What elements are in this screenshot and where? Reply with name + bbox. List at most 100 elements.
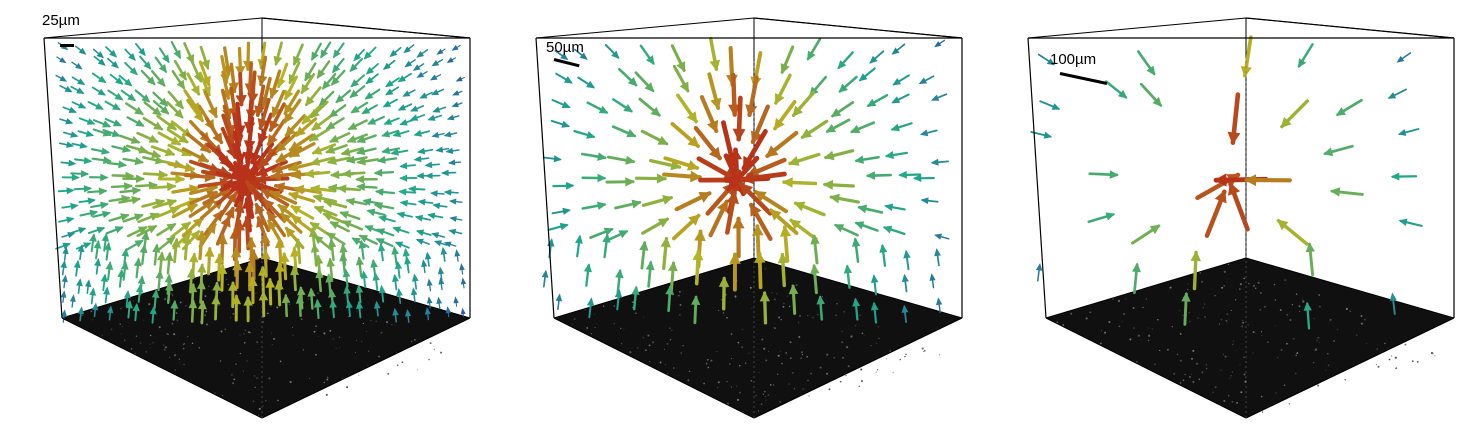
- floor-speckle: [173, 354, 177, 357]
- vector-arrow-head: [405, 309, 412, 317]
- vector-arrow-head: [597, 173, 607, 183]
- floor-speckle: [326, 378, 329, 381]
- vector-arrow-head: [109, 49, 118, 58]
- floor-speckle: [892, 372, 894, 374]
- vector-arrow-head: [936, 297, 943, 306]
- floor-speckle: [785, 352, 788, 354]
- vector-arrow-head: [114, 92, 124, 101]
- vector-arrow-head: [269, 119, 280, 132]
- vector-arrow-head: [60, 290, 67, 298]
- floor-speckle: [243, 341, 246, 344]
- vector-arrow-head: [98, 187, 108, 196]
- floor-speckle: [763, 347, 766, 350]
- floor-speckle: [679, 303, 682, 306]
- vector-arrow-head: [424, 251, 432, 260]
- box-front-edge: [553, 317, 755, 419]
- vector-arrow-head: [404, 60, 413, 68]
- vector-arrow-head: [326, 156, 337, 165]
- floor-speckle: [586, 327, 589, 329]
- vector-arrow-head: [287, 162, 299, 173]
- floor-speckle: [1205, 363, 1208, 366]
- floor-speckle: [1108, 320, 1111, 324]
- vector-arrow-head: [1277, 219, 1289, 231]
- vector-arrow-head: [165, 281, 174, 291]
- vector-arrow-head: [60, 309, 67, 317]
- vector-arrow-head: [740, 183, 754, 197]
- vector-arrow-head: [149, 212, 160, 221]
- floor-speckle: [1356, 334, 1358, 336]
- floor-speckle: [387, 372, 390, 375]
- vector-arrow-head: [789, 219, 802, 230]
- vector-arrow-head: [343, 285, 351, 294]
- floor-speckle: [1118, 325, 1121, 328]
- floor-speckle: [793, 388, 796, 390]
- vector-arrow-head: [232, 260, 243, 271]
- floor-speckle: [206, 323, 208, 326]
- vector-arrow-head: [77, 102, 87, 109]
- floor-speckle: [812, 316, 814, 319]
- floor-speckle: [433, 348, 435, 350]
- floor-speckle: [1214, 386, 1217, 389]
- floor-speckle: [1227, 263, 1230, 266]
- floor-speckle: [1243, 277, 1246, 280]
- vector-arrow-head: [445, 147, 454, 154]
- vector-arrow-head: [575, 234, 583, 244]
- floor-speckle: [1404, 343, 1407, 346]
- vector-arrow-head: [851, 237, 861, 247]
- vector-arrow-head: [358, 235, 369, 243]
- floor-speckle: [1244, 380, 1247, 383]
- box-front-edge: [1027, 37, 1047, 319]
- vector-arrow-head: [403, 46, 411, 54]
- vector-arrow-head: [233, 201, 245, 214]
- vector-arrow-head: [293, 237, 304, 248]
- floor-speckle: [270, 332, 273, 334]
- vector-arrow-head: [220, 215, 231, 228]
- vector-arrow-head: [314, 254, 324, 265]
- floor-speckle: [356, 339, 358, 342]
- vector-arrow-head: [258, 265, 268, 276]
- vector-arrow-head: [407, 185, 416, 193]
- vector-arrow-head: [424, 307, 431, 315]
- floor-speckle: [767, 351, 769, 353]
- vector-arrow-head: [86, 118, 96, 125]
- vector-arrow-head: [398, 188, 407, 196]
- floor-speckle: [428, 358, 430, 361]
- floor-speckle: [265, 399, 267, 402]
- floor-speckle: [1394, 356, 1397, 359]
- floor-speckle: [367, 364, 369, 366]
- vector-arrow-head: [869, 55, 878, 64]
- floor-speckle: [861, 332, 864, 335]
- vector-arrow-head: [130, 136, 141, 144]
- vector-arrow-head: [453, 296, 459, 304]
- floor-speckle: [366, 330, 368, 332]
- floor-speckle: [1260, 292, 1262, 294]
- vector-arrow-head: [397, 104, 406, 111]
- floor-speckle: [204, 314, 207, 317]
- vector-arrow-head: [413, 129, 422, 137]
- vector-arrow-head: [188, 282, 198, 293]
- vector-arrow-head: [137, 275, 146, 285]
- floor-speckle: [243, 333, 245, 335]
- floor-speckle: [182, 343, 185, 346]
- floor-speckle: [178, 358, 181, 360]
- floor-speckle: [226, 278, 228, 280]
- floor-speckle: [819, 366, 822, 369]
- floor-speckle: [1360, 322, 1363, 325]
- vector-arrow-head: [295, 126, 306, 137]
- vector-arrow-head: [196, 279, 206, 290]
- vector-arrow-head: [329, 221, 340, 230]
- box-front-edge: [535, 37, 555, 319]
- floor-speckle: [774, 327, 776, 329]
- floor-speckle: [143, 319, 145, 321]
- vector-arrow-head: [62, 242, 71, 250]
- vector-arrow-head: [553, 155, 562, 163]
- vector-arrow-head: [1396, 55, 1405, 63]
- floor-speckle: [1295, 293, 1298, 295]
- vector-arrow-head: [250, 151, 262, 165]
- vector-arrow-head: [143, 61, 152, 70]
- floor-speckle: [239, 352, 242, 355]
- floor-speckle: [273, 337, 276, 340]
- vector-arrow-head: [650, 106, 661, 117]
- floor-speckle: [1221, 286, 1224, 289]
- floor-speckle: [1136, 361, 1138, 363]
